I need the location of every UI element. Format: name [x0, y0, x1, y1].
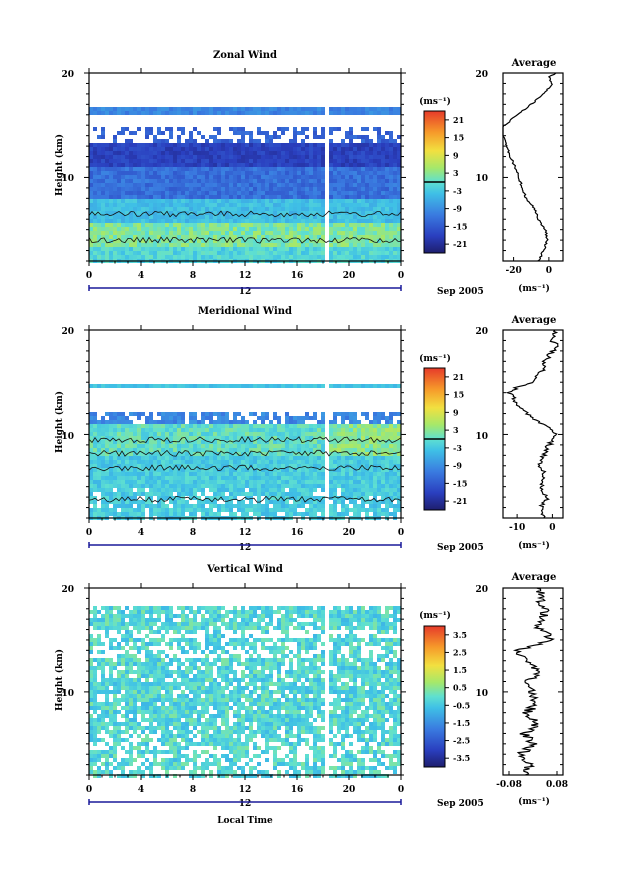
x-tick-label: 0	[86, 528, 92, 538]
colorbar-unit: (ms⁻¹)	[419, 610, 451, 621]
colorbar-unit: (ms⁻¹)	[419, 353, 451, 364]
average-x-tick-label: 0	[546, 266, 552, 276]
x-tick-label: 16	[291, 528, 304, 538]
colorbar-tick-label: 15	[453, 390, 464, 400]
colorbar-tick-label: -3	[453, 443, 462, 453]
average-unit: (ms⁻¹)	[518, 540, 550, 551]
average-x-tick-label: -0.08	[496, 780, 522, 790]
x-tick-label: 16	[291, 785, 304, 795]
heatmap	[89, 107, 401, 263]
average-title: Average	[511, 572, 557, 583]
average-unit: (ms⁻¹)	[518, 796, 550, 807]
x-tick-label: 4	[138, 528, 144, 538]
day-label: 12	[239, 287, 252, 297]
day-label: 12	[239, 799, 252, 809]
average-frame	[502, 72, 564, 262]
x-tick-label: 0	[86, 271, 92, 281]
colorbar-tick-label: 9	[453, 150, 459, 160]
colorbar-tick-label: -21	[453, 239, 467, 249]
y-tick-label: 10	[61, 432, 74, 442]
colorbar-tick-label: -15	[453, 478, 467, 488]
average-y-tick: 10	[475, 432, 488, 442]
date-label: Sep 2005	[437, 287, 484, 297]
colorbar-tick-label: -2.5	[453, 736, 470, 746]
colorbar-tick-label: -3	[453, 186, 462, 196]
panel-title: Zonal Wind	[213, 50, 277, 61]
x-tick-label: 16	[291, 271, 304, 281]
colorbar-tick-label: 1.5	[453, 665, 467, 675]
average-profile-line	[512, 587, 555, 776]
colorbar-unit: (ms⁻¹)	[419, 96, 451, 107]
contour-lines	[88, 210, 402, 244]
x-tick-label: 0	[398, 271, 404, 281]
x-tick-label: 12	[239, 528, 252, 538]
average-profile-line	[505, 329, 559, 519]
average-y-tick: 10	[475, 689, 488, 699]
y-tick-label: 20	[61, 70, 74, 80]
date-label: Sep 2005	[437, 799, 484, 809]
x-tick-label: 4	[138, 785, 144, 795]
meridional-wind-panel: Meridional Wind Average Height (km) 20 1…	[54, 306, 564, 553]
average-unit: (ms⁻¹)	[518, 283, 550, 294]
average-x-tick-label: 0.08	[546, 780, 568, 790]
x-tick-label: 0	[398, 528, 404, 538]
colorbar-tick-label: 21	[453, 372, 464, 382]
average-frame	[502, 329, 564, 519]
colorbar-tick-label: 0.5	[453, 683, 467, 693]
average-x-tick-label: -10	[509, 523, 525, 533]
x-axis-label: Local Time	[217, 816, 273, 826]
average-profile-line	[502, 72, 557, 262]
colorbar-tick-label: -3.5	[453, 753, 470, 763]
colorbar-tick-label: 21	[453, 115, 464, 125]
average-y-tick: 20	[475, 585, 488, 595]
average-y-tick: 20	[475, 70, 488, 80]
x-tick-label: 12	[239, 785, 252, 795]
vertical-wind-panel: Vertical Wind Average Height (km) 20 10 …	[54, 564, 568, 826]
average-x-tick-label: 0	[549, 523, 555, 533]
x-tick-label: 4	[138, 271, 144, 281]
colorbar-tick-label: -9	[453, 204, 462, 214]
colorbar-tick-label: -1.5	[453, 718, 470, 728]
colorbar-tick-label: -0.5	[453, 700, 470, 710]
y-axis-label: Height (km)	[54, 391, 65, 453]
average-y-tick: 20	[475, 327, 488, 337]
average-title: Average	[511, 58, 557, 69]
panel-title: Vertical Wind	[206, 564, 283, 575]
x-tick-label: 0	[86, 785, 92, 795]
colorbar-tick-label: 3	[453, 425, 459, 435]
colorbar-tick-label: 15	[453, 133, 464, 143]
contour-lines	[88, 436, 402, 503]
x-tick-label: 8	[190, 271, 196, 281]
x-tick-label: 0	[398, 785, 404, 795]
average-y-tick: 10	[475, 174, 488, 184]
average-x-tick-label: -20	[505, 266, 521, 276]
y-axis-label: Height (km)	[54, 649, 65, 711]
day-label: 12	[239, 543, 252, 553]
colorbar-tick-label: 3.5	[453, 630, 467, 640]
y-tick-label: 10	[61, 689, 74, 699]
y-tick-label: 20	[61, 585, 74, 595]
colorbar-tick-label: -21	[453, 496, 467, 506]
y-axis-label: Height (km)	[54, 134, 65, 196]
zonal-wind-panel: Zonal Wind Average Height (km) 20 10 (ms…	[54, 50, 564, 297]
panel-title: Meridional Wind	[198, 306, 292, 317]
x-tick-label: 20	[343, 528, 356, 538]
average-title: Average	[511, 315, 557, 326]
colorbar-tick-label: 9	[453, 407, 459, 417]
colorbar-tick-label: -9	[453, 461, 462, 471]
y-tick-label: 20	[61, 327, 74, 337]
date-label: Sep 2005	[437, 543, 484, 553]
colorbar-tick-label: 2.5	[453, 647, 467, 657]
x-tick-label: 12	[239, 271, 252, 281]
y-tick-label: 10	[61, 174, 74, 184]
x-tick-label: 8	[190, 528, 196, 538]
heatmap	[89, 606, 401, 778]
x-tick-label: 8	[190, 785, 196, 795]
x-tick-label: 20	[343, 271, 356, 281]
colorbar-tick-label: -15	[453, 221, 467, 231]
colorbar-tick-label: 3	[453, 168, 459, 178]
colorbar	[423, 625, 446, 768]
x-tick-label: 20	[343, 785, 356, 795]
